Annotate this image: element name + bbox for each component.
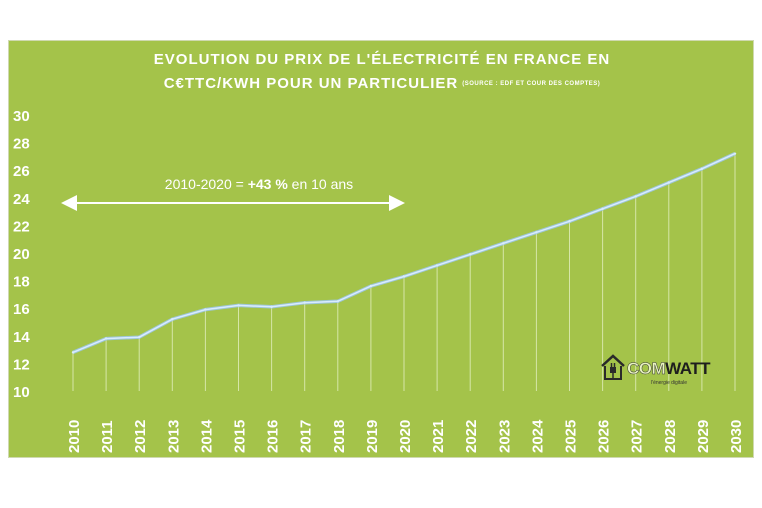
annotation-suffix: en 10 ans [287,176,354,192]
data-point-2022 [469,253,472,256]
chart-title-line1: EVOLUTION DU PRIX DE L'ÉLECTRICITÉ EN FR… [153,51,611,68]
y-tick-label-20: 20 [13,246,30,263]
logo-tagline: l'énergie digitale [651,380,687,386]
x-tick-label-2027: 2027 [629,420,646,453]
data-point-2012 [138,335,141,339]
logo-name-part1: COM [627,359,666,379]
data-point-2027 [634,195,637,198]
x-tick-label-2030: 2030 [728,420,745,453]
x-tick-label-2010: 2010 [66,420,83,453]
data-point-2019 [369,284,373,288]
data-point-2013 [171,318,174,321]
x-tick-label-2012: 2012 [132,420,149,453]
x-tick-label-2026: 2026 [596,420,613,453]
annotation-increase: +43 % [247,176,288,192]
annotation-range: 2010-2020 = [164,176,248,192]
logo-name-part2: WATT [665,359,711,378]
data-point-2028 [667,181,670,184]
data-point-2029 [700,167,704,171]
data-point-2015 [237,304,240,307]
data-point-2014 [204,308,207,311]
x-tick-label-2011: 2011 [99,420,116,453]
y-tick-label-18: 18 [13,274,30,291]
data-point-2024 [535,231,538,234]
x-tick-label-2014: 2014 [198,419,215,453]
x-tick-label-2019: 2019 [364,420,381,453]
y-tick-label-28: 28 [13,136,30,153]
y-tick-label-30: 30 [13,108,30,125]
data-point-2025 [568,220,571,223]
logo-wordmark: COMWATT [627,359,711,379]
x-tick-label-2018: 2018 [331,420,348,453]
chart-panel: 10 12 14 16 18 20 22 24 26 28 30 2010 2011 2012 2013 2… [8,40,754,458]
y-tick-label-26: 26 [13,163,30,180]
data-point-2016 [270,305,273,309]
source-note: (SOURCE : EDF ET COUR DES COMPTES) [462,81,601,88]
x-tick-label-2020: 2020 [397,420,414,453]
data-point-2026 [601,207,604,211]
data-point-2017 [303,301,306,304]
data-point-2011 [104,337,108,340]
house-plug-icon [601,354,625,380]
x-tick-label-2017: 2017 [298,420,315,453]
data-point-2021 [435,264,439,267]
comwatt-logo: COMWATT l'énergie digitale [599,351,729,391]
x-tick-label-2015: 2015 [232,420,249,453]
x-tick-label-2024: 2024 [529,419,546,453]
data-point-2020 [402,275,406,278]
x-tick-label-2016: 2016 [265,420,282,453]
annotation-text: 2010-2020 = +43 % en 10 ans [109,176,409,192]
x-tick-label-2022: 2022 [463,420,480,453]
chart-title-line2-text: C€TTC/KWH POUR UN PARTICULIER [163,75,459,92]
data-point-2018 [336,300,339,303]
y-tick-label-14: 14 [13,329,30,346]
chart-title-line2: C€TTC/KWH POUR UN PARTICULIER (SOURCE : E… [9,75,755,92]
y-tick-label-16: 16 [13,301,30,318]
x-tick-label-2025: 2025 [563,420,580,453]
y-tick-label-24: 24 [13,191,30,208]
x-tick-label-2023: 2023 [496,420,513,453]
y-tick-label-22: 22 [13,218,30,235]
x-tick-label-2029: 2029 [695,420,712,453]
data-point-2023 [502,242,505,245]
y-tick-label-12: 12 [13,356,30,373]
x-tick-label-2028: 2028 [662,420,679,453]
data-point-2010 [71,351,75,354]
x-tick-label-2021: 2021 [430,420,447,453]
x-tick-label-2013: 2013 [165,420,182,453]
data-point-2030 [733,152,737,155]
y-tick-label-10: 10 [13,384,30,401]
